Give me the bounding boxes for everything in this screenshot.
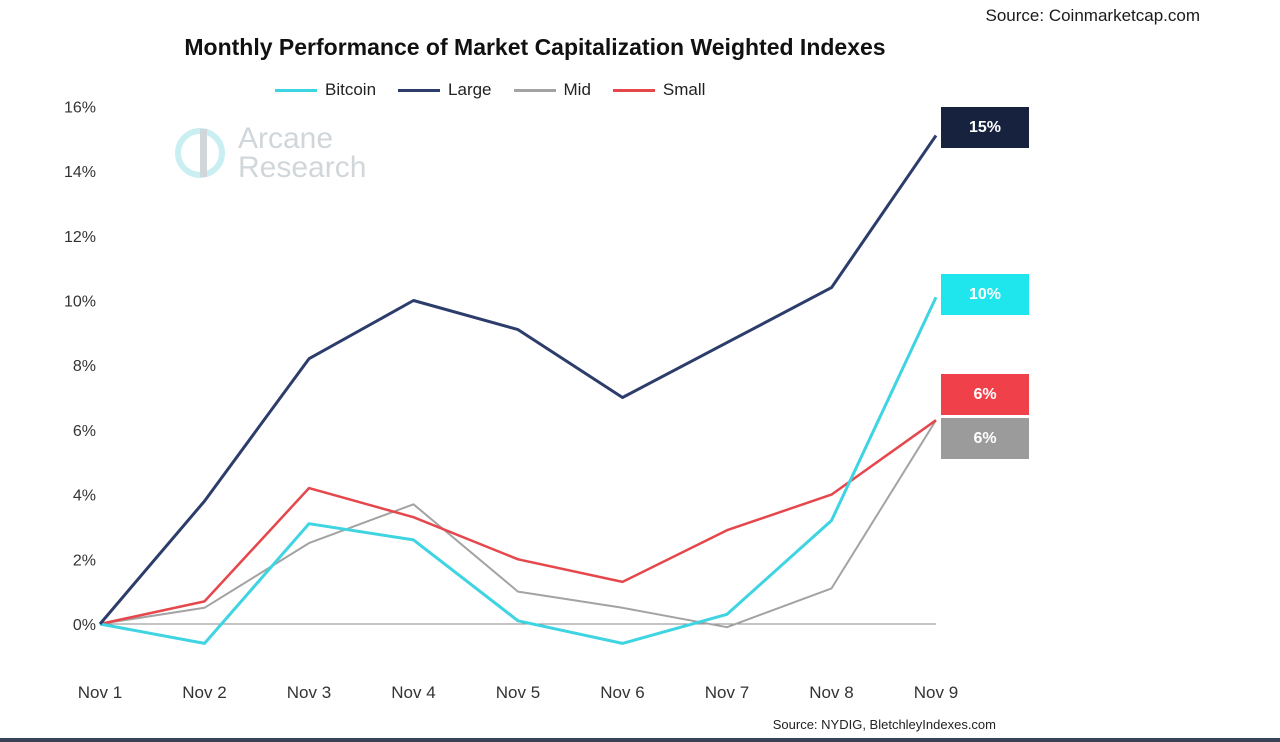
- y-tick-label: 0%: [73, 617, 96, 634]
- x-tick-label: Nov 8: [809, 683, 853, 702]
- arcane-logo-icon: [175, 128, 225, 178]
- legend-swatch-small: [612, 88, 655, 92]
- x-tick-label: Nov 2: [182, 683, 226, 702]
- x-tick-label: Nov 7: [705, 683, 749, 702]
- bottom-rule: [0, 738, 1280, 742]
- source-top: Source: Coinmarketcap.com: [985, 6, 1200, 25]
- watermark-line2: Research: [238, 151, 367, 184]
- x-tick-label: Nov 1: [78, 683, 122, 702]
- arcane-watermark: Arcane Research: [172, 122, 367, 184]
- legend-swatch-mid: [513, 88, 556, 92]
- x-tick-label: Nov 6: [600, 683, 644, 702]
- legend-label-mid: Mid: [563, 80, 591, 99]
- series-line-small: [99, 419, 937, 626]
- legend-swatch-large: [398, 88, 441, 92]
- y-tick-label: 6%: [73, 423, 96, 440]
- series-line-bitcoin: [99, 296, 938, 645]
- legend: Bitcoin Large Mid Small: [275, 80, 705, 100]
- legend-label-bitcoin: Bitcoin: [325, 80, 377, 99]
- legend-item-bitcoin: Bitcoin: [275, 80, 376, 100]
- chart-title: Monthly Performance of Market Capitaliza…: [184, 34, 886, 60]
- y-tick-label: 8%: [73, 358, 96, 375]
- y-tick-label: 4%: [73, 488, 96, 505]
- x-tick-label: Nov 3: [287, 683, 331, 702]
- y-tick-label: 16%: [64, 99, 96, 116]
- y-tick-label: 2%: [73, 552, 96, 569]
- legend-item-small: Small: [612, 80, 706, 100]
- legend-item-mid: Mid: [513, 80, 591, 100]
- x-tick-label: Nov 9: [914, 683, 958, 702]
- y-tick-label: 12%: [64, 229, 96, 246]
- series-line-large: [98, 134, 938, 625]
- x-tick-label: Nov 4: [391, 683, 435, 702]
- end-label-mid: 6%: [941, 418, 1029, 459]
- legend-item-large: Large: [398, 80, 492, 100]
- end-label-small: 6%: [941, 374, 1029, 415]
- legend-label-large: Large: [448, 80, 492, 99]
- y-tick-label: 10%: [64, 294, 96, 311]
- end-label-bitcoin: 10%: [941, 274, 1029, 315]
- x-tick-label: Nov 5: [496, 683, 540, 702]
- source-bottom: Source: NYDIG, BletchleyIndexes.com: [772, 717, 996, 732]
- legend-swatch-bitcoin: [275, 88, 317, 92]
- end-label-large: 15%: [941, 107, 1029, 148]
- legend-label-small: Small: [662, 80, 706, 99]
- y-tick-label: 14%: [64, 164, 96, 181]
- series-line-mid: [99, 419, 937, 629]
- watermark-line1: Arcane: [238, 122, 334, 155]
